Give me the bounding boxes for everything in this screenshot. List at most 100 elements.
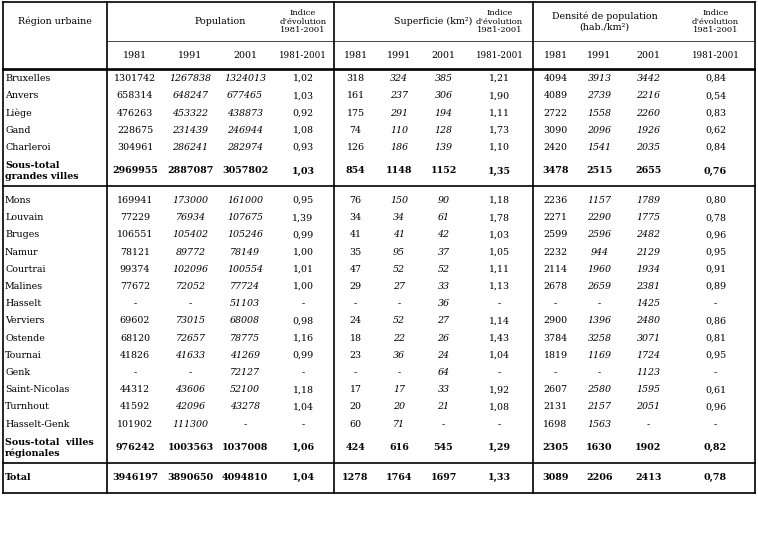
Text: 36: 36 (437, 299, 449, 308)
Text: 3071: 3071 (637, 334, 660, 343)
Text: 1558: 1558 (587, 109, 612, 117)
Text: Malines: Malines (5, 282, 43, 291)
Text: 1819: 1819 (543, 351, 568, 360)
Text: 77672: 77672 (120, 282, 150, 291)
Text: Verviers: Verviers (5, 316, 45, 325)
Text: 126: 126 (346, 143, 365, 152)
Text: 1,21: 1,21 (489, 74, 510, 83)
Text: 237: 237 (390, 91, 408, 100)
Text: Gand: Gand (5, 126, 30, 134)
Text: -: - (442, 420, 445, 429)
Text: 2157: 2157 (587, 402, 612, 412)
Text: 0,91: 0,91 (705, 265, 726, 274)
Text: 34: 34 (393, 213, 405, 222)
Text: 291: 291 (390, 109, 408, 117)
Text: -: - (302, 299, 305, 308)
Text: 476263: 476263 (117, 109, 153, 117)
Text: Sous-total
grandes villes: Sous-total grandes villes (5, 161, 79, 181)
Text: 20: 20 (349, 402, 362, 412)
Text: 1,05: 1,05 (489, 247, 510, 257)
Text: Sous-total  villes
régionales: Sous-total villes régionales (5, 438, 94, 458)
Text: 1037008: 1037008 (222, 443, 268, 452)
Text: 616: 616 (389, 443, 409, 452)
Text: 29: 29 (349, 282, 362, 291)
Text: 1,16: 1,16 (293, 334, 314, 343)
Text: 128: 128 (434, 126, 453, 134)
Text: 2271: 2271 (543, 213, 568, 222)
Text: Namur: Namur (5, 247, 39, 257)
Text: 71: 71 (393, 420, 405, 429)
Text: 1,00: 1,00 (293, 282, 314, 291)
Text: 2001: 2001 (637, 51, 660, 60)
Text: 41: 41 (349, 230, 362, 239)
Text: 34: 34 (349, 213, 362, 222)
Text: 1697: 1697 (431, 473, 456, 482)
Text: 424: 424 (346, 443, 365, 452)
Text: 0,83: 0,83 (705, 109, 726, 117)
Text: 52: 52 (393, 265, 405, 274)
Text: 52: 52 (437, 265, 449, 274)
Text: 1,10: 1,10 (489, 143, 510, 152)
Text: 60: 60 (349, 420, 362, 429)
Text: 286241: 286241 (173, 143, 208, 152)
Text: 37: 37 (437, 247, 449, 257)
Text: 1981: 1981 (343, 51, 368, 60)
Text: 1,35: 1,35 (488, 166, 511, 175)
Text: Région urbaine: Région urbaine (18, 17, 92, 26)
Text: 1003563: 1003563 (168, 443, 214, 452)
Text: 2260: 2260 (637, 109, 660, 117)
Text: 1595: 1595 (637, 385, 660, 394)
Text: 2580: 2580 (587, 385, 612, 394)
Text: 1152: 1152 (431, 166, 456, 175)
Text: Indice
d’évolution
1981-2001: Indice d’évolution 1981-2001 (280, 9, 327, 34)
Text: -: - (554, 299, 557, 308)
Text: 27: 27 (437, 316, 449, 325)
Text: 89772: 89772 (176, 247, 205, 257)
Text: 453322: 453322 (173, 109, 208, 117)
Text: 2655: 2655 (635, 166, 662, 175)
Text: 150: 150 (390, 196, 408, 205)
Text: 161000: 161000 (227, 196, 263, 205)
Text: 0,61: 0,61 (705, 385, 726, 394)
Text: 231439: 231439 (173, 126, 208, 134)
Text: 139: 139 (434, 143, 453, 152)
Text: 2232: 2232 (543, 247, 568, 257)
Text: 2480: 2480 (637, 316, 660, 325)
Text: 1902: 1902 (635, 443, 662, 452)
Text: -: - (189, 368, 192, 377)
Text: 1563: 1563 (587, 420, 612, 429)
Text: -: - (498, 420, 501, 429)
Text: 282974: 282974 (227, 143, 263, 152)
Text: 2381: 2381 (637, 282, 660, 291)
Text: 26: 26 (437, 334, 449, 343)
Text: 246944: 246944 (227, 126, 263, 134)
Text: 17: 17 (393, 385, 405, 394)
Text: 2678: 2678 (543, 282, 568, 291)
Text: 1981: 1981 (123, 51, 147, 60)
Text: 24: 24 (349, 316, 362, 325)
Text: Superficie (km²): Superficie (km²) (394, 17, 473, 26)
Text: 17: 17 (349, 385, 362, 394)
Text: 0,95: 0,95 (705, 247, 726, 257)
Text: 2596: 2596 (587, 230, 612, 239)
Text: -: - (554, 368, 557, 377)
Text: 3089: 3089 (542, 473, 568, 482)
Text: 976242: 976242 (115, 443, 155, 452)
Text: 0,82: 0,82 (704, 443, 727, 452)
Text: -: - (354, 299, 357, 308)
Text: 2206: 2206 (586, 473, 612, 482)
Text: 1301742: 1301742 (114, 74, 156, 83)
Text: 41269: 41269 (230, 351, 260, 360)
Text: 1,06: 1,06 (291, 443, 315, 452)
Text: 648247: 648247 (173, 91, 208, 100)
Text: 0,78: 0,78 (704, 473, 727, 482)
Text: 1981-2001: 1981-2001 (279, 51, 327, 60)
Text: 0,99: 0,99 (293, 351, 314, 360)
Text: 0,96: 0,96 (705, 402, 726, 412)
Text: 43606: 43606 (176, 385, 205, 394)
Text: 41: 41 (393, 230, 405, 239)
Text: 0,62: 0,62 (705, 126, 726, 134)
Text: 102096: 102096 (173, 265, 208, 274)
Text: 1630: 1630 (586, 443, 612, 452)
Text: -: - (598, 368, 601, 377)
